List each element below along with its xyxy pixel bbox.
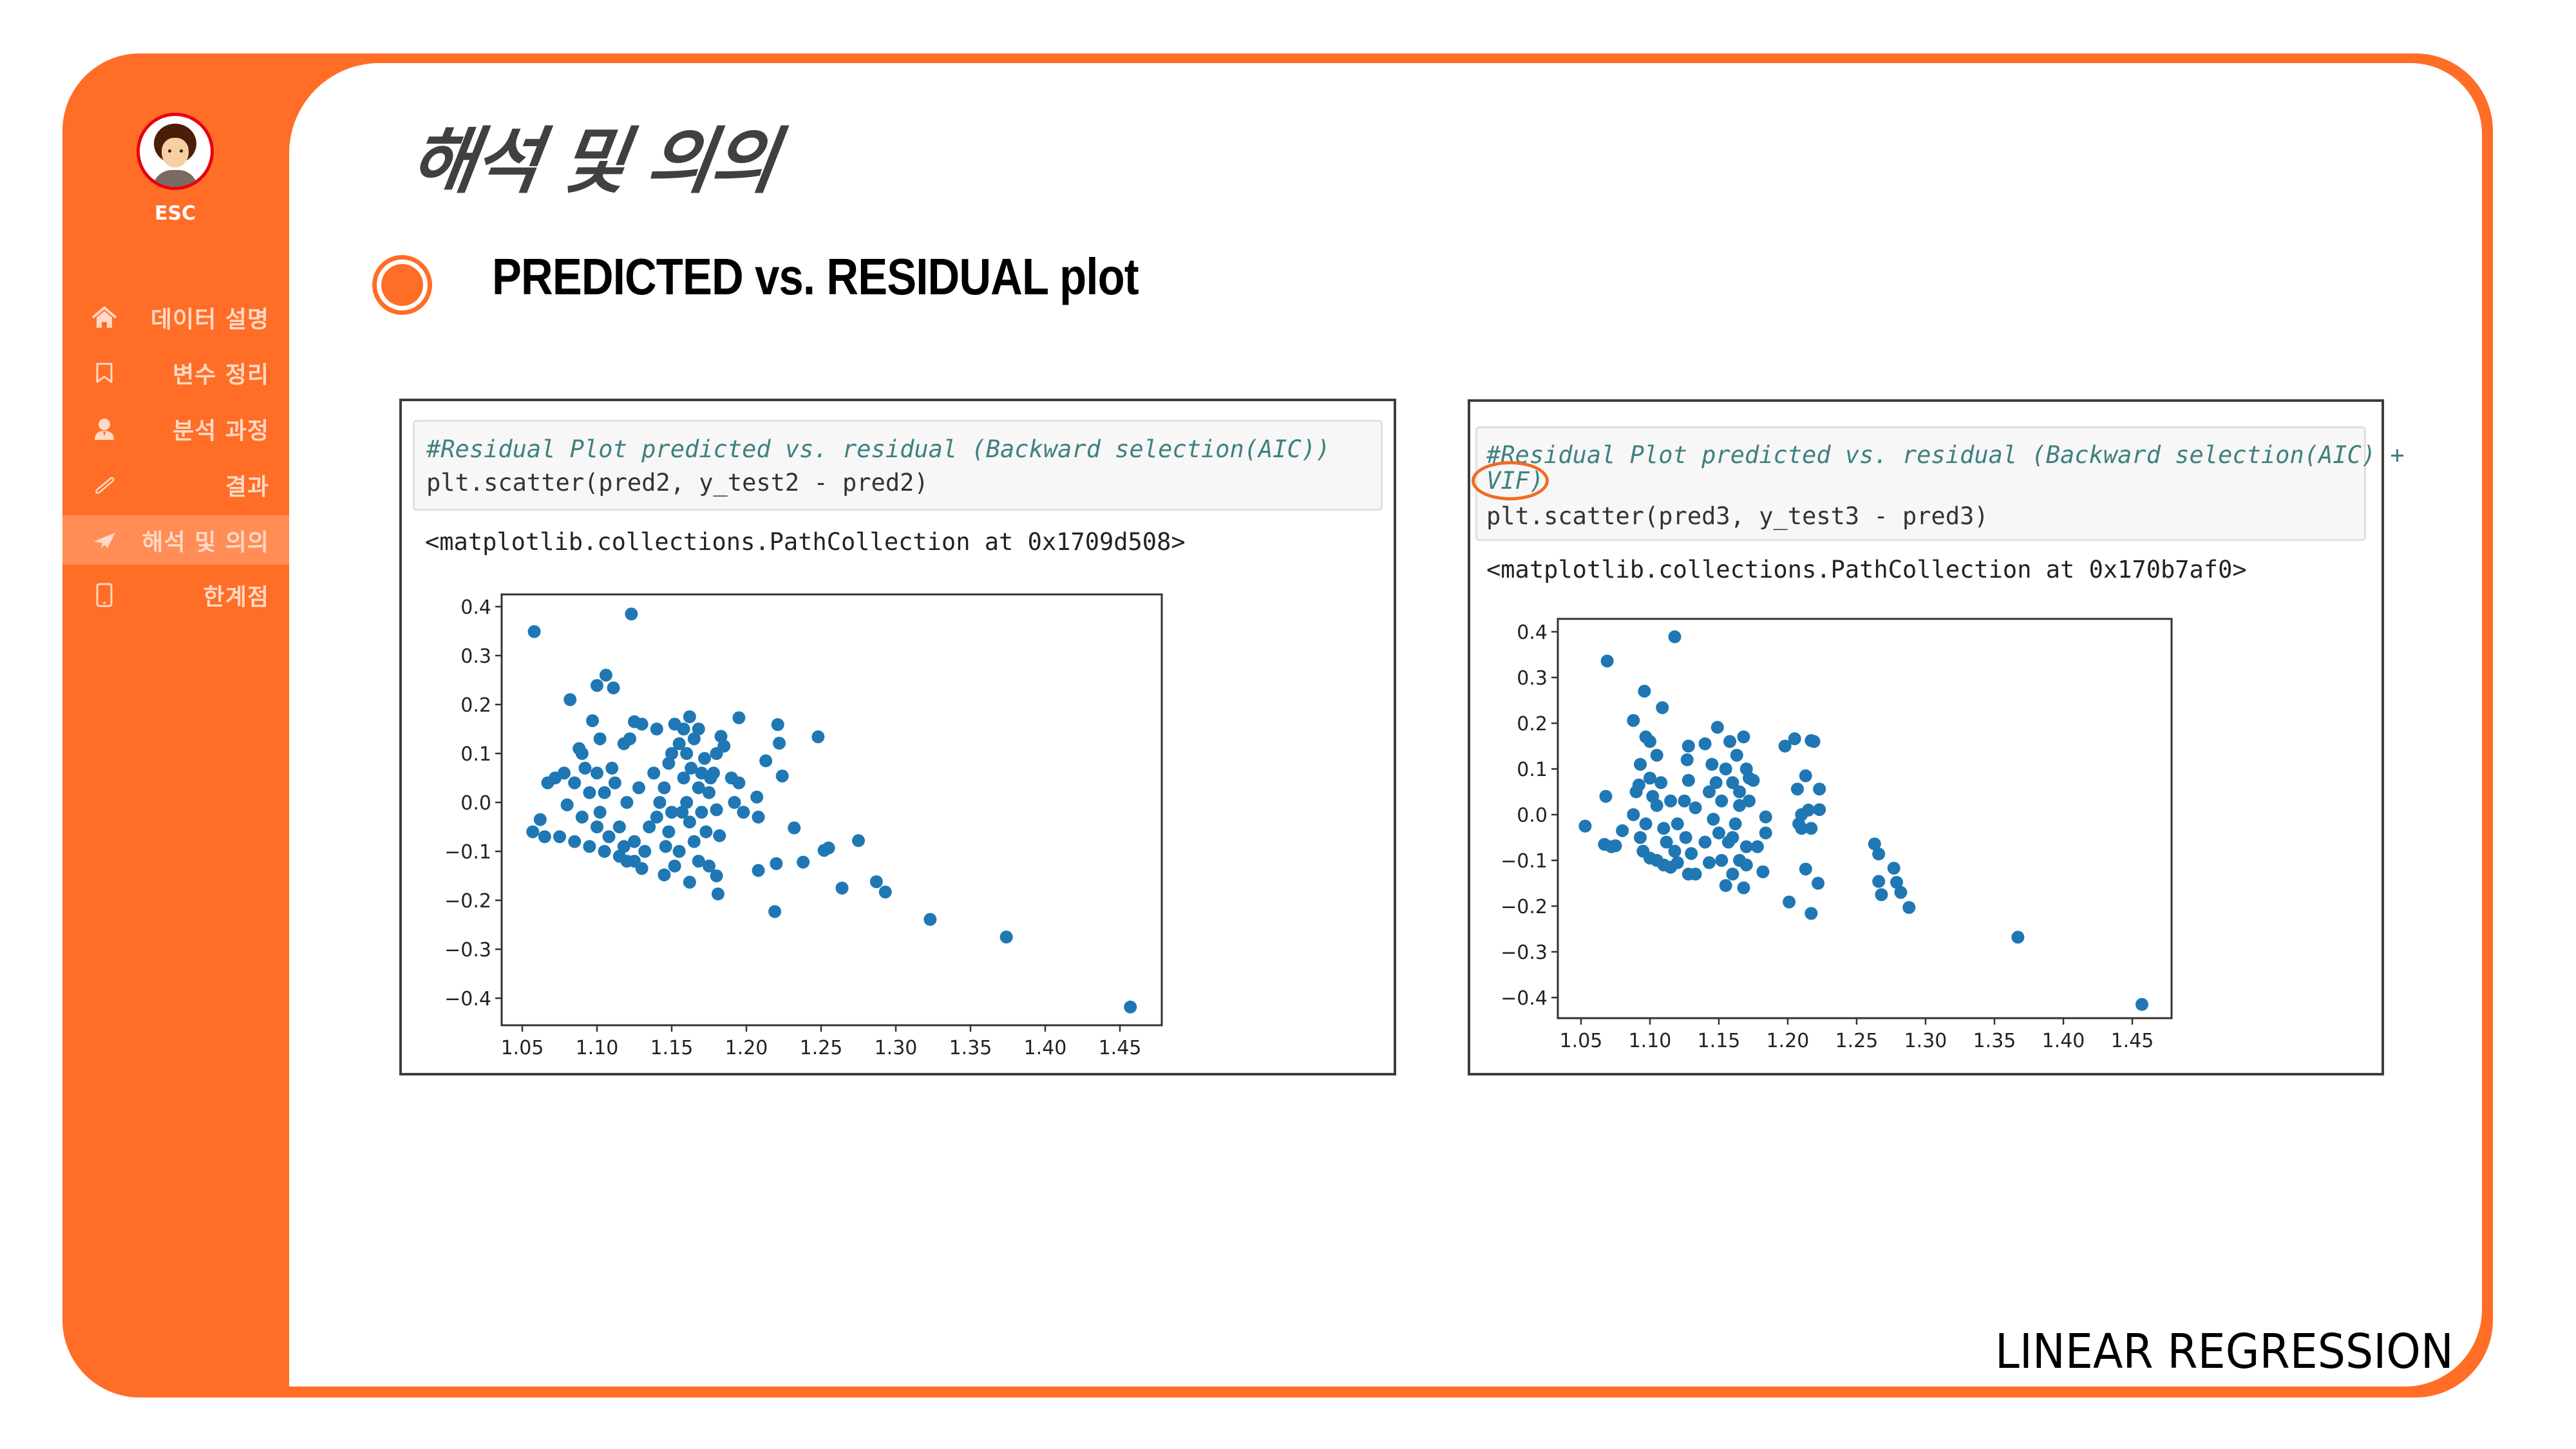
sidebar-item-label: 데이터 설명 <box>150 306 269 333</box>
svg-text:0.1: 0.1 <box>460 743 491 766</box>
avatar-eye <box>180 149 183 153</box>
svg-text:1.05: 1.05 <box>501 1037 544 1059</box>
svg-text:0.2: 0.2 <box>460 694 491 717</box>
svg-text:1.25: 1.25 <box>800 1037 843 1059</box>
svg-text:1.05: 1.05 <box>1560 1030 1603 1052</box>
svg-text:0.3: 0.3 <box>460 645 491 668</box>
avatar-face <box>162 138 189 167</box>
svg-text:−0.2: −0.2 <box>444 890 491 913</box>
sidebar-item-data-description[interactable]: 데이터 설명 <box>62 292 290 342</box>
bookmark-icon <box>91 360 117 386</box>
sidebar-item-label: 결과 <box>225 473 269 500</box>
svg-text:1.20: 1.20 <box>1766 1030 1810 1052</box>
svg-text:0.2: 0.2 <box>1517 713 1548 735</box>
code-line: plt.scatter(pred2, y_test2 - pred2) <box>426 469 929 497</box>
svg-text:1.45: 1.45 <box>1099 1037 1142 1059</box>
svg-text:0.3: 0.3 <box>1517 667 1548 690</box>
svg-text:−0.4: −0.4 <box>444 988 491 1010</box>
brand-label: ESC <box>154 202 196 225</box>
svg-text:0.1: 0.1 <box>1517 759 1548 781</box>
bullet-circle-icon <box>372 255 432 315</box>
svg-text:0.0: 0.0 <box>460 792 491 815</box>
footer-label: LINEAR REGRESSION <box>1995 1324 2454 1379</box>
paper-plane-icon <box>91 527 117 553</box>
svg-text:1.45: 1.45 <box>2111 1030 2154 1052</box>
sidebar-item-analysis-process[interactable]: 분석 과정 <box>62 404 290 453</box>
person-icon <box>91 416 117 442</box>
avatar-eye <box>168 149 171 153</box>
svg-text:1.30: 1.30 <box>875 1037 918 1059</box>
svg-text:1.30: 1.30 <box>1904 1030 1947 1052</box>
paperclip-icon <box>91 472 117 498</box>
svg-text:1.15: 1.15 <box>650 1037 694 1059</box>
scatter-plot-left: 1.05 1.10 1.15 1.20 1.25 1.30 1.35 1.40 1.45 0.4 0… <box>444 593 1163 1059</box>
svg-text:1.25: 1.25 <box>1835 1030 1879 1052</box>
tablet-icon <box>91 582 117 608</box>
svg-text:1.10: 1.10 <box>1629 1030 1672 1052</box>
code-cell-right[interactable] <box>1475 426 2366 541</box>
svg-text:−0.1: −0.1 <box>1501 850 1548 873</box>
highlight-circle <box>1472 461 1549 500</box>
svg-text:1.40: 1.40 <box>2042 1030 2085 1052</box>
sidebar-item-label: 분석 과정 <box>172 417 269 444</box>
svg-text:1.35: 1.35 <box>949 1037 992 1059</box>
code-comment: #Residual Plot predicted vs. residual (B… <box>426 435 1331 463</box>
sidebar-item-label: 변수 정리 <box>172 361 269 388</box>
svg-text:1.35: 1.35 <box>1973 1030 2016 1052</box>
svg-text:0.0: 0.0 <box>1517 804 1548 827</box>
svg-text:−0.3: −0.3 <box>444 939 491 961</box>
svg-text:−0.4: −0.4 <box>1501 987 1548 1010</box>
cell-output: <matplotlib.collections.PathCollection a… <box>1486 556 2247 583</box>
section-heading: PREDICTED vs. RESIDUAL plot <box>492 248 1139 305</box>
home-icon <box>91 305 117 330</box>
code-comment: #Residual Plot predicted vs. residual (B… <box>1486 441 2405 469</box>
sidebar-item-label: 한계점 <box>203 583 269 611</box>
sidebar-item-results[interactable]: 결과 <box>62 460 290 509</box>
sidebar-item-limitations[interactable]: 한계점 <box>62 570 290 620</box>
scatter-plot-right: 1.05 1.10 1.15 1.20 1.25 1.30 1.35 1.40 1.45 0.4 0… <box>1501 618 2173 1052</box>
svg-text:1.40: 1.40 <box>1024 1037 1067 1059</box>
sidebar-item-label: 해석 및 의의 <box>142 529 269 556</box>
code-line: plt.scatter(pred3, y_test3 - pred3) <box>1486 502 1989 530</box>
svg-text:1.20: 1.20 <box>725 1037 768 1059</box>
svg-text:−0.2: −0.2 <box>1501 896 1548 918</box>
sidebar-item-variables[interactable]: 변수 정리 <box>62 348 290 397</box>
code-cell-left[interactable] <box>413 420 1383 511</box>
svg-text:1.15: 1.15 <box>1698 1030 1741 1052</box>
svg-text:−0.3: −0.3 <box>1501 942 1548 964</box>
sidebar-item-interpretation[interactable]: 해석 및 의의 <box>62 515 290 565</box>
svg-text:0.4: 0.4 <box>1517 621 1548 644</box>
svg-text:1.10: 1.10 <box>576 1037 619 1059</box>
svg-text:−0.1: −0.1 <box>444 841 491 864</box>
page-title: 해석 및 의의 <box>404 120 781 204</box>
cell-output: <matplotlib.collections.PathCollection a… <box>425 528 1186 556</box>
svg-text:0.4: 0.4 <box>460 596 491 619</box>
avatar <box>137 113 214 190</box>
